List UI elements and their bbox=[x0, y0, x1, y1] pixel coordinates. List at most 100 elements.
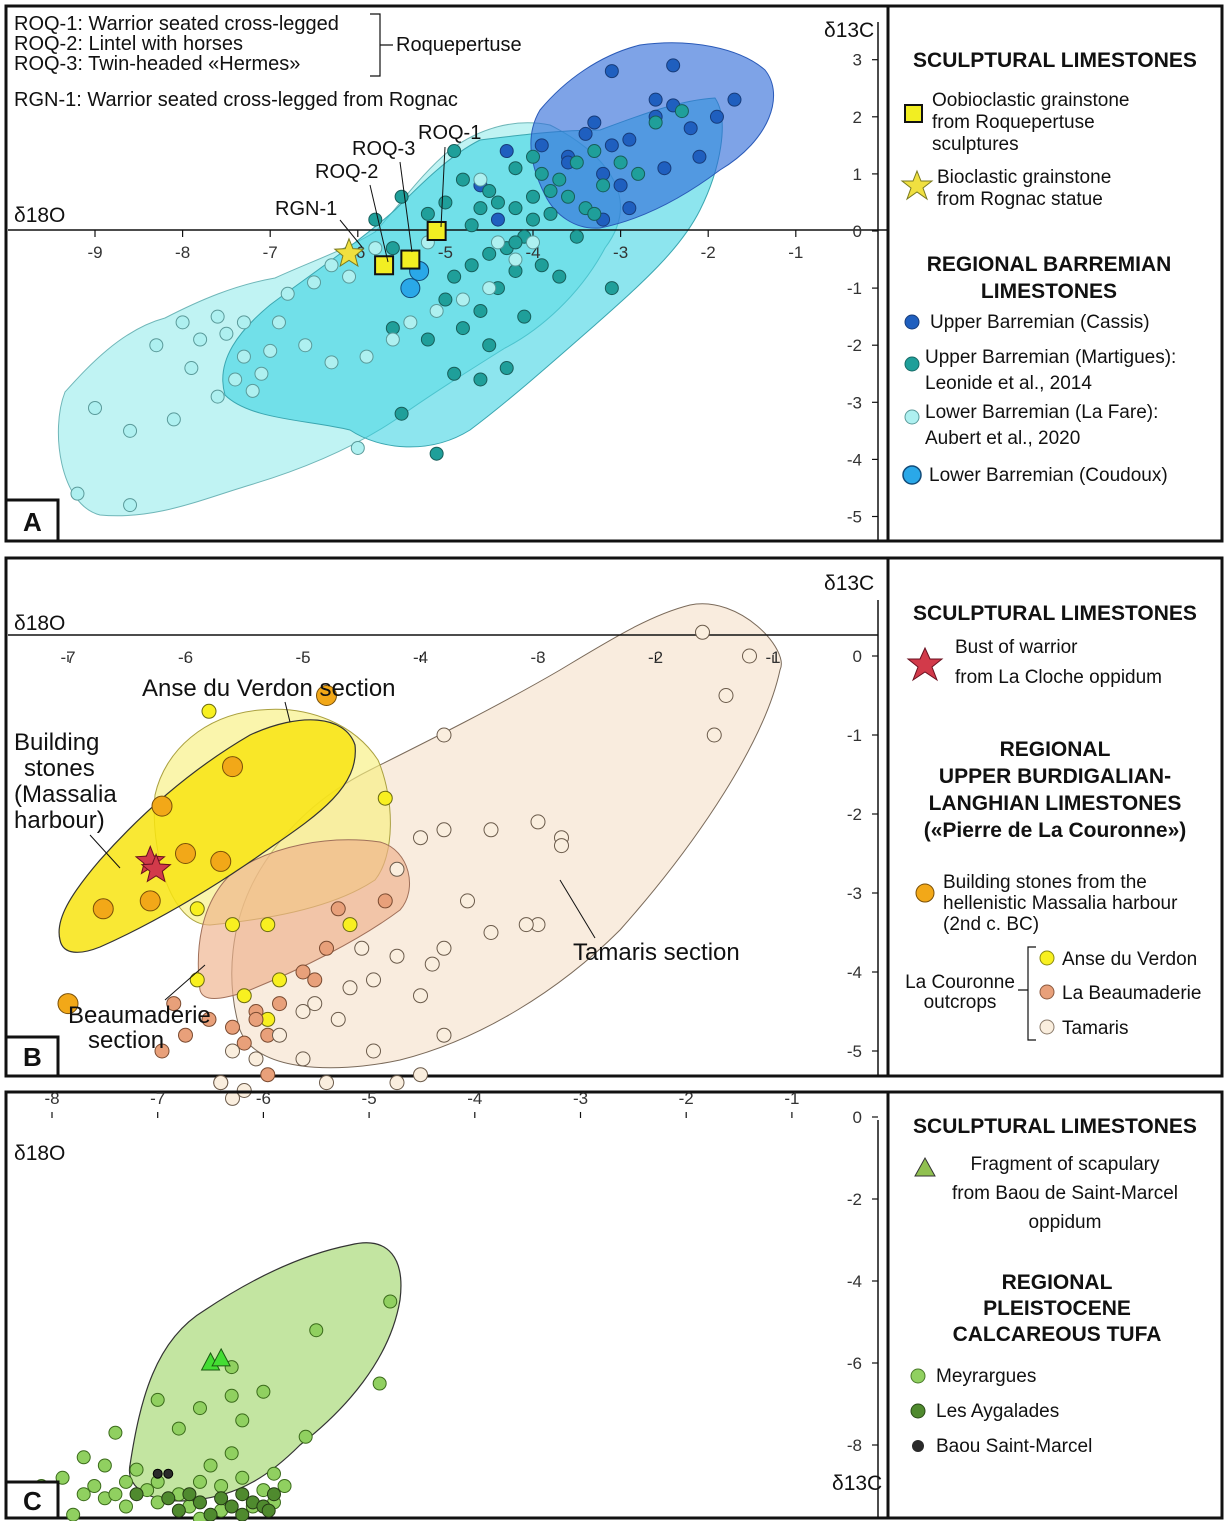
x-tick-label: -6 bbox=[256, 1089, 271, 1108]
data-point bbox=[342, 980, 358, 996]
data-point bbox=[201, 703, 217, 719]
legend-baou-label: Baou Saint-Marcel bbox=[936, 1436, 1092, 1457]
note-roq-3: ROQ-3: Twin-headed «Hermes» bbox=[14, 53, 300, 75]
data-point bbox=[319, 1075, 334, 1091]
data-point bbox=[182, 1487, 197, 1502]
data-point bbox=[118, 1474, 133, 1489]
data-point bbox=[149, 338, 164, 353]
data-point bbox=[604, 138, 619, 153]
data-point bbox=[171, 1421, 186, 1436]
legend-lafare-marker bbox=[904, 409, 920, 425]
data-point bbox=[307, 275, 321, 290]
y-tick-label: -3 bbox=[847, 884, 862, 903]
data-point bbox=[683, 121, 698, 136]
data-point bbox=[464, 218, 479, 233]
data-point bbox=[530, 814, 546, 830]
tufa-field bbox=[128, 1242, 402, 1502]
data-point bbox=[464, 258, 479, 273]
data-point bbox=[482, 281, 497, 296]
data-point bbox=[236, 988, 252, 1004]
la-cloche-bust-marker bbox=[140, 852, 172, 883]
data-point bbox=[368, 241, 383, 256]
y-tick-label: 0 bbox=[853, 222, 862, 241]
data-point bbox=[596, 178, 611, 193]
data-point bbox=[175, 843, 196, 864]
legend-b-heading1: SCULPTURAL LIMESTONES bbox=[913, 602, 1197, 625]
data-point bbox=[695, 624, 710, 640]
data-point bbox=[554, 838, 569, 854]
data-point bbox=[350, 440, 365, 455]
data-point bbox=[377, 790, 393, 806]
data-point bbox=[324, 258, 339, 273]
data-point bbox=[447, 269, 462, 284]
data-point bbox=[266, 1487, 281, 1502]
data-point bbox=[508, 235, 523, 250]
data-point bbox=[718, 688, 734, 703]
data-point bbox=[235, 1470, 250, 1485]
data-point bbox=[429, 303, 444, 318]
data-point bbox=[569, 229, 584, 244]
data-point bbox=[648, 115, 663, 130]
data-point bbox=[742, 648, 757, 664]
panel-c-x-axis-label: δ18O bbox=[14, 1142, 65, 1165]
data-point bbox=[455, 172, 470, 187]
label-roq-1: ROQ-1 bbox=[418, 122, 481, 144]
data-point bbox=[248, 1011, 264, 1027]
data-point bbox=[394, 189, 409, 204]
y-tick-label: -2 bbox=[847, 805, 862, 824]
data-point bbox=[228, 372, 243, 387]
data-point bbox=[192, 1495, 207, 1510]
data-point bbox=[236, 315, 251, 330]
data-point bbox=[213, 1075, 229, 1091]
data-point bbox=[295, 1051, 311, 1067]
data-point bbox=[166, 996, 182, 1012]
data-point bbox=[248, 1051, 264, 1067]
y-tick-label: 3 bbox=[853, 51, 862, 70]
panel-b: -7 -6 -5 -4 -3 -2 -1 0 -1 -2 -3 -4 -5 δ18O δ13C Anse… bbox=[4, 556, 1224, 1106]
massalia-field bbox=[58, 719, 356, 953]
data-point bbox=[189, 901, 205, 917]
data-point bbox=[413, 830, 428, 846]
roquepertuse-label: Roquepertuse bbox=[396, 34, 522, 56]
data-point bbox=[324, 355, 339, 370]
legend-anse-label: Anse du Verdon bbox=[1062, 949, 1197, 970]
data-point bbox=[342, 917, 358, 933]
label-tamaris-section: Tamaris section bbox=[573, 939, 740, 966]
data-point bbox=[214, 1479, 229, 1493]
legend-meyrargues-label: Meyrargues bbox=[936, 1366, 1036, 1387]
legend-beaumaderie-marker bbox=[1039, 984, 1055, 1000]
x-tick-label: -3 bbox=[613, 243, 628, 262]
legend-a-heading2-line2: LIMESTONES bbox=[981, 280, 1117, 303]
legend-baou-marker bbox=[912, 1440, 924, 1452]
x-tick-label: -2 bbox=[701, 243, 716, 262]
y-tick-label: -5 bbox=[847, 1042, 862, 1061]
y-tick-label: -4 bbox=[847, 1272, 862, 1291]
legend-c-tri-line1: Fragment of scapulary bbox=[970, 1154, 1160, 1175]
data-point bbox=[455, 292, 470, 307]
label-building-stones-line2: stones bbox=[24, 755, 95, 782]
legend-a-heading2-line1: REGIONAL BARREMIAN bbox=[927, 253, 1172, 276]
data-point bbox=[298, 338, 313, 353]
data-point bbox=[389, 948, 405, 964]
data-point bbox=[225, 1043, 240, 1059]
legend-b-heading2-line3: LANGHIAN LIMESTONES bbox=[929, 792, 1182, 815]
label-building-stones-line3: (Massalia bbox=[14, 781, 117, 808]
legend-c-heading2-line2: PLEISTOCENE bbox=[983, 1297, 1131, 1320]
legend-c-triangle-marker bbox=[914, 1156, 936, 1177]
y-tick-label: -2 bbox=[847, 336, 862, 355]
panel-c-letter: C bbox=[23, 1486, 42, 1516]
data-point bbox=[203, 1507, 218, 1522]
data-point bbox=[631, 166, 646, 181]
data-point bbox=[389, 861, 405, 877]
legend-a-star-marker bbox=[900, 169, 934, 201]
data-point bbox=[604, 281, 619, 296]
data-point bbox=[424, 956, 440, 972]
data-point bbox=[552, 172, 567, 187]
data-point bbox=[272, 972, 287, 988]
legend-anse-marker bbox=[1039, 950, 1055, 966]
legend-outcrops-line1: La Couronne bbox=[905, 972, 1015, 993]
x-tick-label: -7 bbox=[60, 648, 75, 667]
x-tick-label: -4 bbox=[467, 1089, 482, 1108]
data-point bbox=[377, 893, 393, 909]
